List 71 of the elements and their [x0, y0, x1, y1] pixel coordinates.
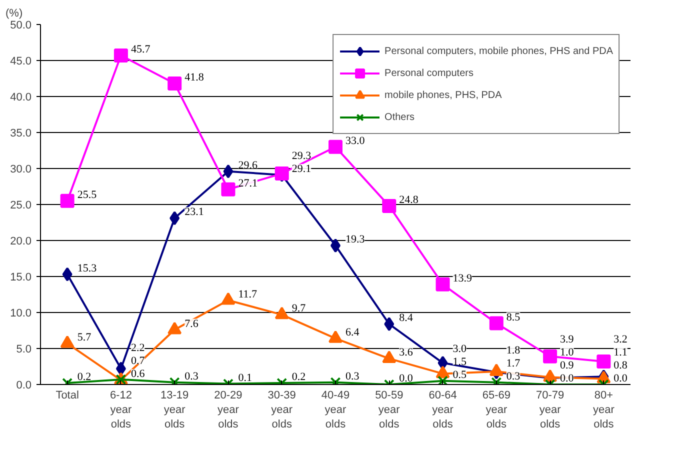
data-label: 9.7 [292, 302, 306, 315]
x-tick-label: 40-49 year olds [321, 390, 350, 430]
x-tick-label: 65-69 year olds [482, 390, 510, 430]
data-label: 0.7 [130, 355, 146, 368]
x-tick-label: 50-59 year olds [375, 390, 404, 430]
data-label: 0.3 [346, 370, 360, 382]
data-label: 0.0 [614, 372, 628, 384]
data-label: 0.3 [506, 370, 521, 382]
data-label: 3.0 [452, 342, 468, 355]
data-label: 8.4 [399, 312, 414, 324]
y-tick-label: 35.0 [10, 128, 32, 140]
data-label: 27.1 [238, 177, 258, 190]
data-label: 0.2 [77, 371, 92, 384]
data-label: 13.9 [452, 272, 473, 284]
data-label: 1.8 [506, 344, 521, 356]
x-tick-label: 30-39 year olds [268, 390, 296, 430]
data-label: 0.5 [452, 368, 468, 381]
data-label: 1.5 [452, 356, 468, 368]
data-label: 0.9 [560, 360, 574, 372]
y-tick-label: 20.0 [10, 236, 32, 248]
data-label: 0.6 [130, 368, 146, 380]
data-label: 1.1 [614, 346, 628, 358]
data-label: 3.9 [560, 334, 574, 346]
y-tick-label: 50.0 [10, 20, 32, 32]
data-label: 29.3 [292, 150, 312, 162]
data-label: 45.7 [130, 43, 151, 56]
data-label: 0.0 [399, 372, 414, 384]
x-tick-label: 20-29 year olds [214, 390, 242, 430]
data-label: 7.6 [184, 318, 199, 330]
data-label: 1.7 [506, 357, 521, 370]
data-label: 8.5 [506, 311, 521, 324]
data-label: 19.3 [346, 234, 366, 246]
data-label: 11.7 [238, 288, 258, 300]
data-label: 29.1 [292, 162, 312, 175]
data-label: 1.0 [560, 346, 574, 358]
data-label: 29.6 [238, 159, 258, 172]
data-label: 41.8 [184, 72, 204, 84]
y-tick-label: 30.0 [10, 164, 32, 176]
data-label: 3.2 [614, 334, 628, 346]
y-tick-label: 40.0 [10, 92, 32, 104]
data-label: 0.0 [560, 372, 574, 384]
data-label: 23.1 [184, 206, 204, 218]
x-tick-label: 80+ year olds [592, 390, 615, 430]
x-tick-label: 6-12 year olds [110, 390, 132, 430]
data-label: 6.4 [346, 326, 360, 338]
data-label: 5.7 [77, 331, 92, 344]
y-tick-label: 10.0 [10, 308, 32, 320]
y-tick-label: 15.0 [10, 272, 32, 284]
legend-label: mobile phones, PHS, PDA [384, 90, 502, 100]
y-tick-label: 25.0 [10, 200, 32, 212]
y-axis-title: (%) [6, 8, 23, 20]
data-label: 25.5 [77, 188, 98, 201]
data-label: 0.3 [184, 370, 199, 382]
data-label: 15.3 [77, 262, 98, 274]
data-label: 3.6 [399, 346, 414, 359]
x-tick-label: 60-64 year olds [428, 390, 457, 430]
data-label: 24.8 [399, 194, 419, 206]
data-label: 0.2 [292, 371, 306, 384]
legend-label: Others [384, 112, 415, 122]
data-label: 0.8 [614, 360, 628, 372]
y-tick-label: 45.0 [10, 56, 32, 68]
data-label: 0.1 [238, 372, 252, 384]
y-tick-label: 0.0 [16, 380, 32, 392]
x-tick-label: Total [56, 390, 79, 402]
legend-label: Personal computers, mobile phones, PHS and PDA [384, 46, 613, 56]
data-label: 2.2 [130, 342, 145, 354]
data-label: 33.0 [346, 134, 366, 147]
x-tick-label: 70-79 year olds [536, 390, 564, 430]
legend-label: Personal computers [384, 68, 474, 78]
x-tick-label: 13-19 year olds [160, 390, 189, 430]
y-tick-label: 5.0 [16, 344, 32, 356]
